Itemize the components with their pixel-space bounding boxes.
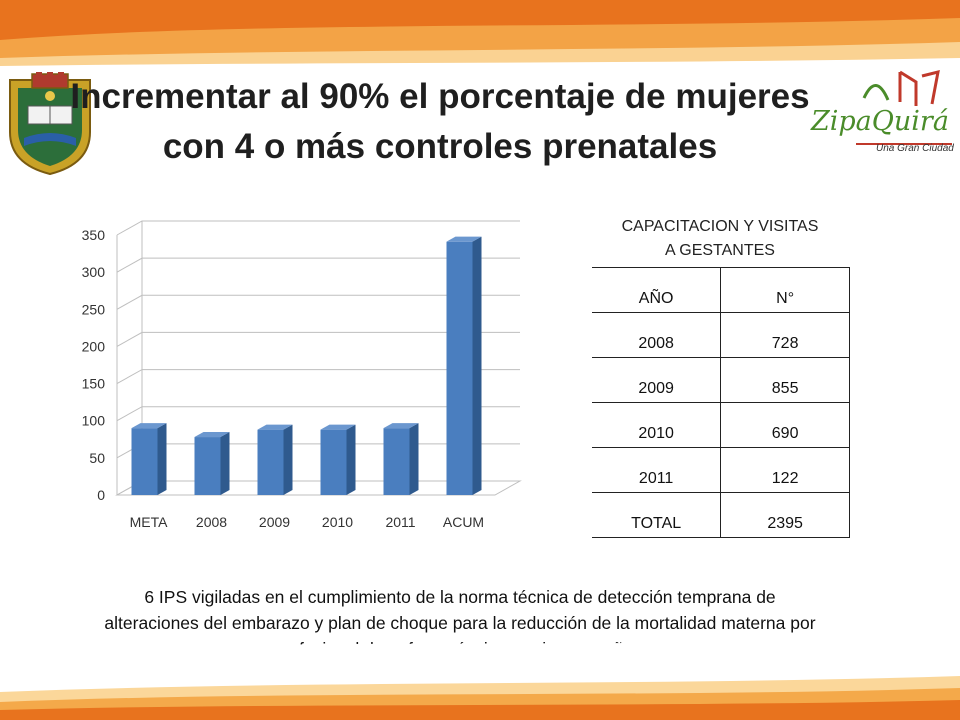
bar-side <box>409 423 419 495</box>
table-row: 2008 728 <box>592 312 850 358</box>
y-tick-label: 200 <box>82 338 106 354</box>
bar-side <box>346 424 356 495</box>
bar-top <box>383 423 419 429</box>
cell-year: 2009 <box>592 357 722 403</box>
bar-side <box>283 424 293 495</box>
cell-number: 855 <box>720 357 850 403</box>
bar <box>446 241 473 495</box>
bar-top <box>320 424 356 430</box>
cell-number: 728 <box>720 312 850 358</box>
cell-year: 2010 <box>592 402 722 448</box>
y-tick-label: 150 <box>82 376 106 392</box>
footer-line-2: alteraciones del embarazo y plan de choq… <box>104 613 816 633</box>
table-title-line-1: CAPACITACION Y VISITAS <box>621 218 819 235</box>
header-year: AÑO <box>592 267 722 313</box>
gridline <box>116 257 520 273</box>
cell-year: TOTAL <box>592 492 722 538</box>
y-tick-label: 100 <box>82 413 106 429</box>
bar-side <box>472 236 482 495</box>
header-number: N° <box>720 267 850 313</box>
table-title-line-2: A GESTANTES <box>665 242 775 259</box>
capacitacion-table: AÑO N° 2008 728 2009 855 2010 690 2011 1… <box>592 267 850 538</box>
bar-top <box>194 432 230 438</box>
bar <box>194 437 221 495</box>
bar <box>131 428 158 495</box>
x-tick-label: 2010 <box>322 514 353 530</box>
table-row: 2010 690 <box>592 402 850 448</box>
y-tick-label: 50 <box>89 450 105 466</box>
gridline <box>116 220 520 236</box>
bottom-decorative-band <box>0 640 960 720</box>
logo-tagline: Una Gran Ciudad <box>876 143 954 154</box>
bar-chart: 0 50 100 150 200 250 300 350 META 2008 2009 2010 201… <box>82 220 522 530</box>
bar-top <box>257 424 293 430</box>
logo-wordmark: ZipaQuirá <box>811 106 949 137</box>
slide-title: Incrementar al 90% el porcentaje de muje… <box>60 72 820 172</box>
table-title: CAPACITACION Y VISITAS A GESTANTES <box>585 215 855 263</box>
y-tick-label: 250 <box>82 301 106 317</box>
bar <box>383 428 410 495</box>
cell-year: 2008 <box>592 312 722 358</box>
title-line-1: Incrementar al 90% el porcentaje de muje… <box>70 77 810 116</box>
table-header-row: AÑO N° <box>592 267 850 313</box>
x-tick-label: 2008 <box>196 514 227 530</box>
x-tick-label: ACUM <box>443 514 484 530</box>
zipaquira-logo-icon <box>856 69 952 145</box>
gridline <box>116 294 520 310</box>
municipal-crest-icon <box>9 72 91 176</box>
bar-top <box>446 236 482 242</box>
bar-side <box>220 432 230 495</box>
x-tick-label: META <box>130 514 169 530</box>
cell-year: 2011 <box>592 447 722 493</box>
cell-number: 122 <box>720 447 850 493</box>
y-tick-label: 300 <box>82 264 106 280</box>
gridline <box>116 369 520 385</box>
footer-line-1: 6 IPS vigiladas en el cumplimiento de la… <box>144 587 776 607</box>
top-decorative-band <box>0 0 960 70</box>
bar-side <box>157 423 167 495</box>
bar-top <box>131 423 167 429</box>
x-tick-label: 2009 <box>259 514 290 530</box>
x-tick-label: 2011 <box>385 514 415 530</box>
gridline <box>116 331 520 347</box>
table-row: 2011 122 <box>592 447 850 493</box>
y-tick-label: 350 <box>82 227 106 243</box>
bar <box>257 429 284 495</box>
bar <box>320 429 347 495</box>
cell-number: 690 <box>720 402 850 448</box>
table-row: 2009 855 <box>592 357 850 403</box>
gridline <box>116 406 520 422</box>
cell-number: 2395 <box>720 492 850 538</box>
y-tick-label: 0 <box>97 487 105 503</box>
table-row: TOTAL 2395 <box>592 492 850 538</box>
title-line-2: con 4 o más controles prenatales <box>162 127 718 166</box>
